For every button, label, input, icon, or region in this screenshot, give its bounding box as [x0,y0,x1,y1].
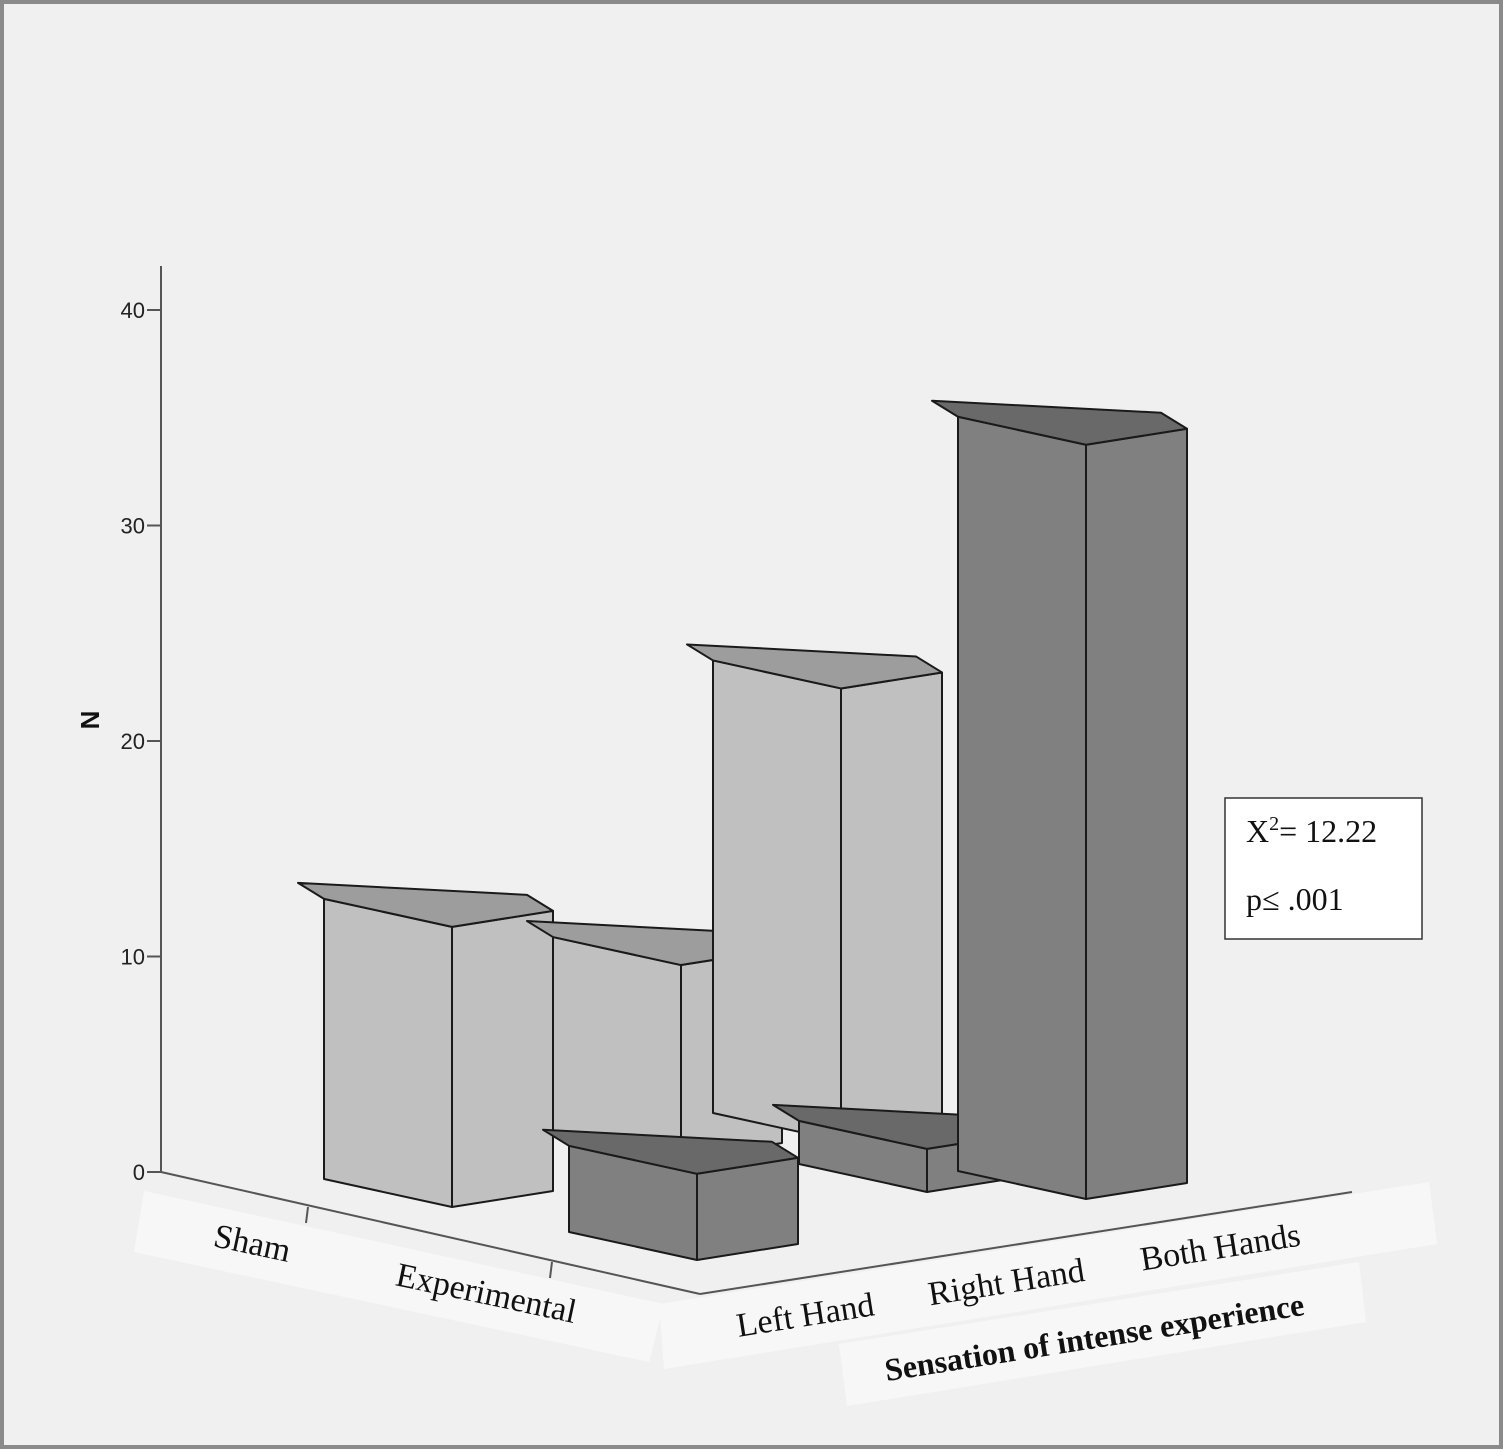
chi-square-superscript: 2 [1269,813,1279,835]
depth-axis-line [160,1171,701,1295]
chi-square-value: = 12.22 [1279,813,1377,849]
bars-group [297,399,1188,1261]
bar-experimental-both-hands-side [1085,427,1188,1200]
y-tick-label: 0 [133,1160,145,1185]
bar-experimental-left-hand-top [542,1128,799,1175]
bar-sham-both-hands-side [840,671,943,1142]
p-value-text: p≤ .001 [1246,881,1344,917]
bar-sham-right-hand-front [552,936,682,1160]
bar-sham-left-hand-side [451,909,554,1208]
bar-sham-left-hand-front [323,897,453,1208]
y-tick-label: 40 [121,298,145,323]
category-label-panel [659,1182,1437,1369]
bar-experimental-both-hands-front [957,415,1087,1200]
chi-square-text: X2= 12.22 [1246,813,1377,849]
y-tick-label: 10 [121,945,145,970]
y-axis-ticks: 0 10 20 30 40 [121,298,161,1185]
group-label-panel [134,1191,664,1362]
depth-tick-experimental [549,1261,553,1279]
bar-sham-both-hands-top [686,643,943,690]
y-tick-label: 20 [121,729,145,754]
bar-experimental-left-hand-side [696,1156,799,1261]
bar-sham-left-hand-top [297,881,554,928]
bar-sham-both-hands-front [712,659,842,1142]
depth-tick-sham [305,1206,309,1224]
x-axis-line [699,1191,1353,1295]
stats-box [1224,797,1423,940]
y-axis-label: N [75,711,105,730]
y-tick-label: 30 [121,514,145,539]
xtitle-panel [839,1262,1366,1406]
bar-experimental-both-hands-top [931,399,1188,446]
chi-square-symbol: X [1246,813,1269,849]
